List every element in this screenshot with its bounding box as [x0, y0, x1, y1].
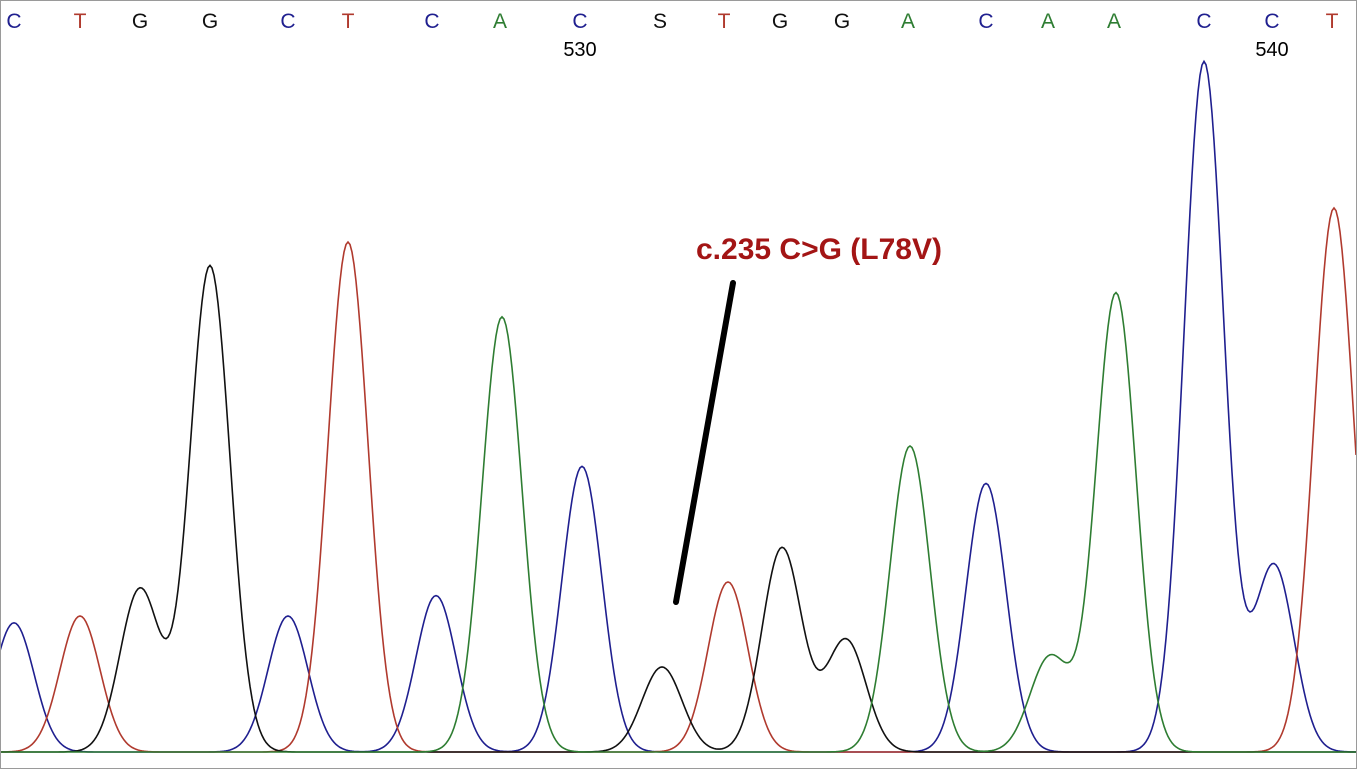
base-call-2: G	[132, 10, 148, 33]
base-call-0: C	[6, 10, 21, 33]
base-call-18: C	[1264, 10, 1279, 33]
base-call-4: C	[280, 10, 295, 33]
base-call-17: C	[1196, 10, 1211, 33]
base-call-1: T	[74, 10, 87, 33]
position-label-540: 540	[1255, 39, 1288, 61]
base-call-16: A	[1107, 10, 1121, 33]
position-label-530: 530	[563, 39, 596, 61]
base-call-5: T	[342, 10, 355, 33]
base-call-11: G	[772, 10, 788, 33]
base-call-10: T	[718, 10, 731, 33]
base-call-14: C	[978, 10, 993, 33]
trace-G	[0, 264, 1356, 753]
mutation-annotation: c.235 C>G (L78V)	[696, 233, 942, 266]
position-label-row: 530 540	[563, 39, 1288, 61]
base-call-3: G	[202, 10, 218, 33]
base-call-12: G	[834, 10, 850, 33]
base-call-9: S	[653, 10, 667, 33]
trace-A	[0, 291, 1356, 753]
base-call-15: A	[1041, 10, 1055, 33]
base-call-8: C	[572, 10, 587, 33]
base-call-7: A	[493, 10, 507, 33]
trace-C	[0, 59, 1357, 753]
mutation-pointer-line	[673, 280, 736, 605]
trace-layer	[0, 59, 1357, 753]
base-call-13: A	[901, 10, 915, 33]
base-call-19: T	[1326, 10, 1339, 33]
base-call-6: C	[424, 10, 439, 33]
